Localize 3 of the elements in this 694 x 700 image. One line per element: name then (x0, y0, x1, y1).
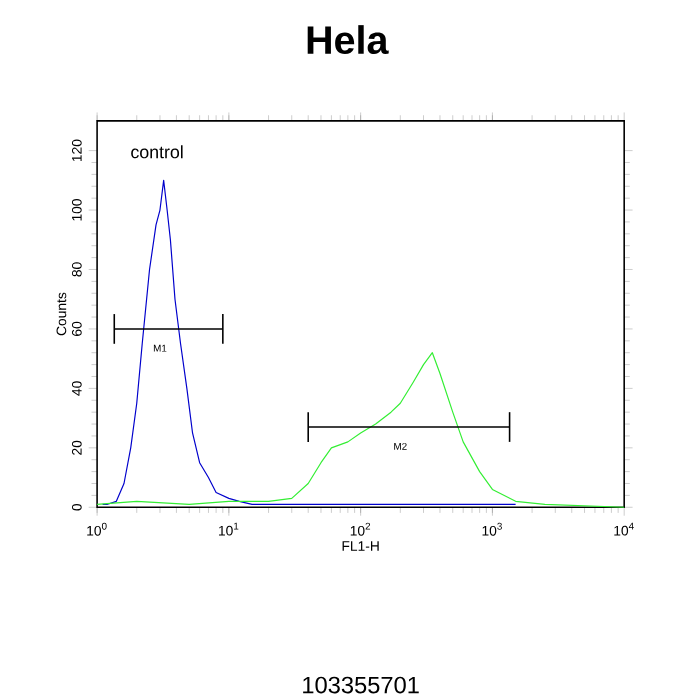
chart-title: Hela (307, 25, 389, 55)
series-label: control (131, 145, 183, 159)
text: 103355701 (303, 676, 419, 694)
